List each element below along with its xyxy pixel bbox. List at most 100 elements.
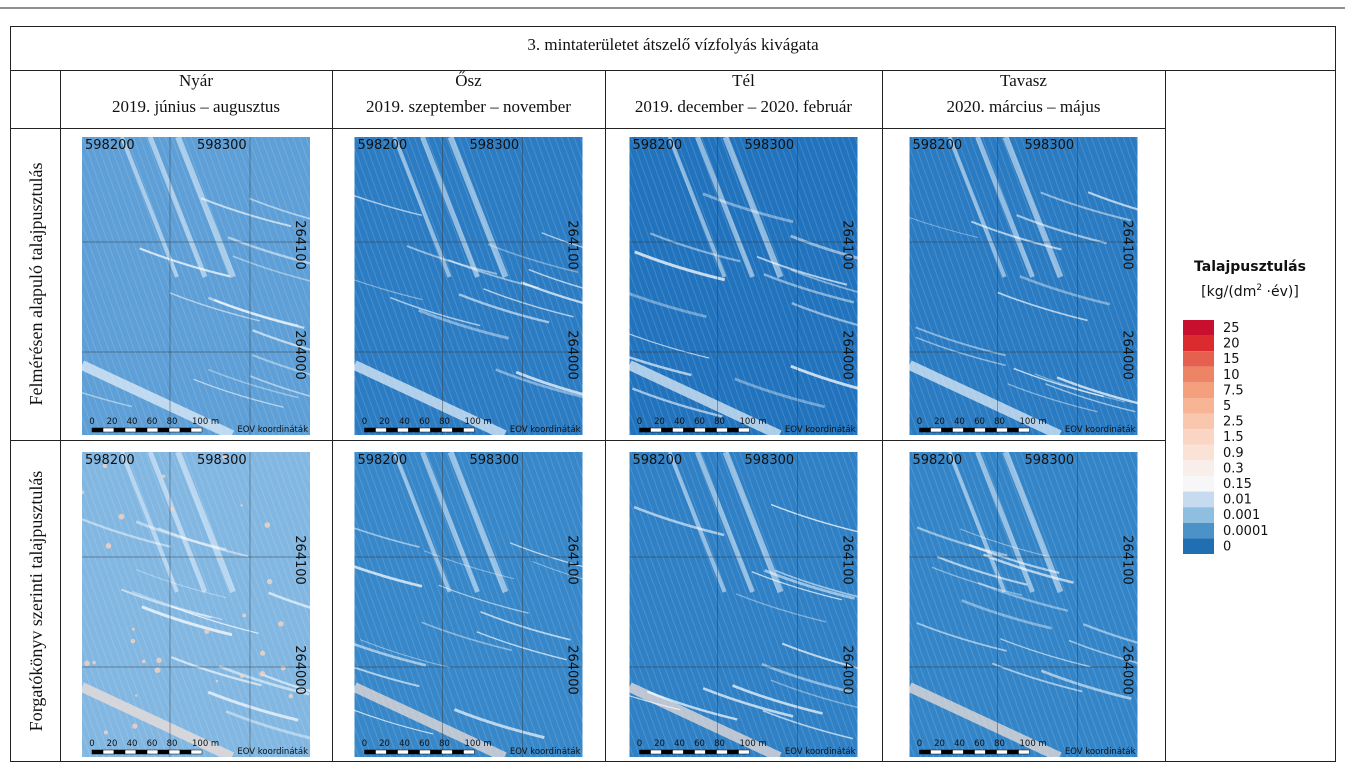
scale-bar — [453, 750, 464, 754]
speckle — [240, 504, 242, 506]
speckle — [281, 666, 286, 671]
scale-bar — [964, 428, 975, 432]
scale-bar — [1019, 428, 1030, 432]
scale-bar — [114, 428, 125, 432]
scale-bar — [964, 750, 975, 754]
scale-bar — [464, 750, 475, 754]
map-x-coord: 598300 — [470, 453, 520, 468]
speckle — [204, 629, 209, 634]
map-y-coord: 264100 — [565, 535, 580, 585]
scale-label: 100 m — [465, 417, 492, 427]
scale-label: 80 — [439, 417, 450, 427]
scale-label: 80 — [439, 739, 450, 749]
legend-label: 0.9 — [1223, 446, 1244, 461]
map-crs: EOV koordináták — [1065, 747, 1136, 757]
map-crs: EOV koordináták — [510, 747, 581, 757]
page: 3. mintaterületet átszelő vízfolyás kivá… — [0, 0, 1345, 765]
scale-label: 40 — [674, 417, 685, 427]
row-label: Felmérésen alapuló talajpusztulás — [26, 163, 46, 406]
speckle — [260, 651, 265, 656]
scale-bar — [158, 428, 169, 432]
scale-label: 100 m — [192, 417, 219, 427]
legend-label: 2.5 — [1223, 415, 1244, 430]
map-y-coord: 264000 — [565, 330, 580, 380]
scale-bar — [442, 428, 453, 432]
scale-label: 20 — [654, 417, 665, 427]
scale-label: 40 — [399, 417, 410, 427]
scale-bar — [409, 750, 420, 754]
map-y-coord: 264100 — [292, 535, 307, 585]
scale-bar — [103, 750, 114, 754]
scale-bar — [931, 750, 942, 754]
scale-bar — [191, 750, 202, 754]
scale-label: 60 — [419, 417, 430, 427]
scale-label: 100 m — [740, 739, 767, 749]
speckle — [240, 674, 244, 678]
legend-label: 0.01 — [1223, 493, 1252, 508]
speckle — [142, 660, 146, 664]
season-period: 2020. március – május — [947, 97, 1101, 116]
scale-label: 100 m — [1020, 417, 1047, 427]
scale-bar — [420, 750, 431, 754]
scale-label: 40 — [954, 417, 965, 427]
scale-bar — [942, 428, 953, 432]
scale-label: 20 — [934, 417, 945, 427]
speckle — [162, 474, 165, 477]
scale-bar — [717, 428, 728, 432]
scale-bar — [953, 750, 964, 754]
scale-label: 0 — [362, 417, 367, 427]
scale-label: 80 — [994, 739, 1005, 749]
map-y-coord: 264000 — [292, 330, 307, 380]
map-x-coord: 598300 — [470, 138, 520, 153]
scale-bar — [92, 750, 103, 754]
scale-bar — [442, 750, 453, 754]
scale-bar — [953, 428, 964, 432]
scale-bar — [651, 428, 662, 432]
scale-bar — [191, 428, 202, 432]
scale-bar — [684, 750, 695, 754]
scale-bar — [975, 750, 986, 754]
scale-label: 80 — [167, 417, 178, 427]
scale-bar — [662, 750, 673, 754]
legend-label: 0.0001 — [1223, 524, 1269, 539]
scale-bar — [136, 750, 147, 754]
legend-swatch — [1183, 336, 1214, 352]
scale-bar — [717, 750, 728, 754]
legend-unit: [kg/(dm2 ·év)] — [1201, 283, 1299, 300]
scale-bar — [376, 428, 387, 432]
map: 020406080100 mEOV koordináták — [332, 137, 632, 435]
legend-label: 0.001 — [1223, 508, 1260, 523]
map-x-coord: 598200 — [358, 453, 408, 468]
scale-bar — [387, 750, 398, 754]
speckle — [155, 667, 161, 673]
legend-swatch — [1183, 492, 1214, 508]
scale-bar — [92, 428, 103, 432]
scale-bar — [997, 750, 1008, 754]
legend-label: 0.15 — [1223, 477, 1252, 492]
legend-unit-suffix: ·év)] — [1262, 284, 1299, 300]
scale-label: 0 — [637, 417, 642, 427]
scale-bar — [739, 428, 750, 432]
scale-bar — [103, 428, 114, 432]
scale-bar — [180, 750, 191, 754]
map: 020406080100 mEOV koordináták — [601, 137, 881, 435]
scale-label: 80 — [714, 417, 725, 427]
scale-label: 40 — [674, 739, 685, 749]
map-x-coord: 598200 — [85, 138, 135, 153]
scale-bar — [706, 428, 717, 432]
scale-label: 60 — [974, 417, 985, 427]
scale-label: 100 m — [1020, 739, 1047, 749]
map-x-coord: 598200 — [633, 138, 683, 153]
speckle — [242, 614, 246, 618]
scale-label: 60 — [974, 739, 985, 749]
speckle — [132, 724, 137, 729]
scale-bar — [169, 428, 180, 432]
season-title: Ősz — [455, 71, 482, 90]
scale-bar — [997, 428, 1008, 432]
speckle — [106, 543, 112, 549]
legend-swatch — [1183, 320, 1214, 336]
map-x-coord: 598200 — [633, 453, 683, 468]
scale-bar — [662, 428, 673, 432]
map: 020406080100 mEOV koordináták — [888, 137, 1178, 435]
map-crs: EOV koordináták — [785, 425, 856, 435]
